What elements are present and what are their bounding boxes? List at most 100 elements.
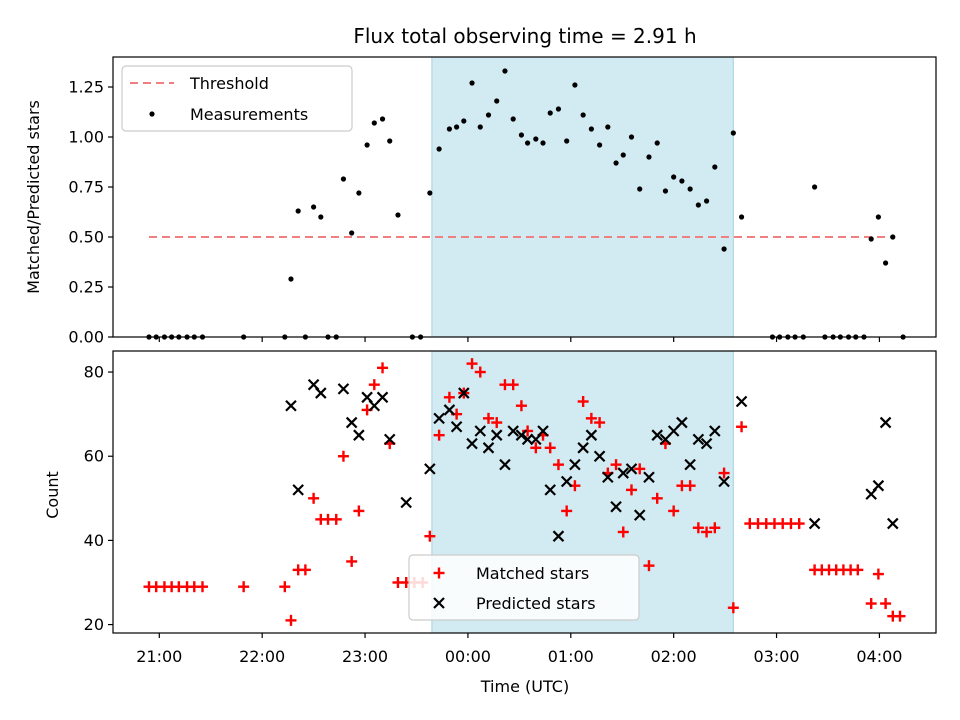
measurement-point [340, 176, 347, 182]
predicted-star-point [400, 496, 412, 509]
predicted-star-point [617, 467, 630, 479]
matched-star-point [238, 581, 250, 593]
matched-star-point [330, 513, 342, 525]
legend-matched-swatch [433, 567, 445, 579]
top-axes-frame [112, 56, 937, 338]
measurement-point [502, 68, 508, 74]
matched-star-point [474, 366, 486, 378]
matched-star-point [594, 417, 606, 429]
measurement-point [461, 118, 467, 124]
bottom-x-tick-label: 21:00 [136, 647, 182, 666]
x-axis-label: Time (UTC) [480, 677, 569, 696]
predicted-star-point [610, 500, 622, 513]
measurement-point [485, 112, 492, 118]
matched-star-point [552, 459, 564, 471]
legend-box [121, 65, 353, 132]
measurement-point [524, 140, 531, 146]
bottom-x-tick-label: 23:00 [342, 647, 388, 666]
measurement-point [494, 98, 500, 104]
predicted-star-point [602, 471, 614, 484]
matched-star-point [727, 602, 739, 614]
legend-measurement-label: Measurements [190, 105, 308, 124]
measurement-point [580, 112, 586, 118]
measurement-point [446, 126, 453, 132]
predicted-star-point [285, 399, 297, 412]
bottom-y-tick-label: 80 [84, 363, 104, 382]
predicted-star-point [443, 404, 456, 416]
matched-star-point [299, 564, 311, 576]
matched-star-point [651, 492, 663, 504]
measurement-point [654, 140, 660, 146]
measurement-point [318, 214, 324, 220]
predicted-star-point [353, 429, 365, 441]
legend-matched-label: Matched stars [476, 564, 589, 583]
predicted-star-point [709, 425, 721, 437]
chart-title: Flux total observing time = 2.91 h [353, 24, 696, 48]
matched-star-point [577, 396, 589, 408]
predicted-star-point [337, 383, 350, 395]
predicted-star-point [474, 425, 487, 437]
top-y-tick-label: 0.50 [68, 228, 104, 247]
predicted-star-point [651, 429, 663, 441]
measurement-point [477, 124, 483, 130]
measurement-point [469, 80, 475, 86]
bottom-x-tick-label: 02:00 [651, 647, 697, 666]
matched-star-point [718, 467, 730, 479]
matched-star-point [466, 358, 478, 370]
legend-measurement-swatch [149, 111, 155, 117]
measurement-point [387, 138, 393, 144]
bottom-y-axis-label: Count [43, 471, 62, 519]
matched-star-point [424, 530, 436, 542]
measurement-point [812, 184, 818, 190]
matched-star-point [585, 412, 597, 424]
predicted-star-point [676, 416, 688, 429]
matched-star-point [346, 555, 358, 567]
measurement-point [395, 212, 401, 218]
measurement-point [436, 146, 442, 152]
predicted-star-point [482, 442, 495, 454]
matched-star-point [684, 480, 696, 492]
matched-star-point [617, 526, 629, 538]
matched-star-point [377, 362, 389, 374]
matched-star-point [515, 400, 527, 412]
measurement-point [295, 208, 301, 214]
measurement-point [518, 132, 525, 138]
measurement-point [540, 140, 546, 146]
top-observing-window [431, 57, 734, 337]
measurement-point [533, 136, 539, 142]
measurement-point [371, 120, 377, 126]
top-legend: Threshold Measurements [121, 65, 353, 132]
predicted-star-point [345, 416, 358, 429]
measurement-point [662, 188, 669, 194]
measurement-point [620, 152, 626, 158]
predicted-star-point [560, 475, 573, 488]
measurement-point [605, 124, 611, 130]
measurement-point [882, 260, 889, 266]
measurement-point [646, 154, 652, 160]
measurement-point [687, 186, 693, 192]
predicted-star-point [515, 429, 528, 441]
matched-star-point [610, 459, 622, 471]
matched-star-point [507, 379, 519, 391]
bottom-x-tick-label: 00:00 [445, 647, 491, 666]
predicted-star-point [692, 433, 705, 446]
measurement-point [588, 126, 594, 132]
predicted-star-point [643, 471, 655, 484]
top-y-tick-label: 1.00 [68, 128, 104, 147]
matched-star-point [692, 522, 704, 534]
matched-star-point [197, 581, 209, 593]
matched-star-point [643, 560, 655, 572]
measurement-point [613, 160, 619, 166]
matched-star-point [491, 417, 503, 429]
matched-star-point [353, 505, 365, 517]
measurement-point [555, 106, 562, 112]
measurement-point [547, 110, 553, 116]
legend-predicted-swatch [433, 597, 445, 609]
bottom-legend: Matched stars Predicted stars [408, 554, 640, 621]
measurement-point [721, 246, 727, 252]
matched-star-point [894, 610, 906, 622]
predicted-star-point [633, 509, 646, 521]
count-panel: 21:00 22:00 23:00 00:00 01:00 02:00 03:00 04:00… [43, 350, 937, 696]
predicted-star-point [490, 429, 503, 441]
